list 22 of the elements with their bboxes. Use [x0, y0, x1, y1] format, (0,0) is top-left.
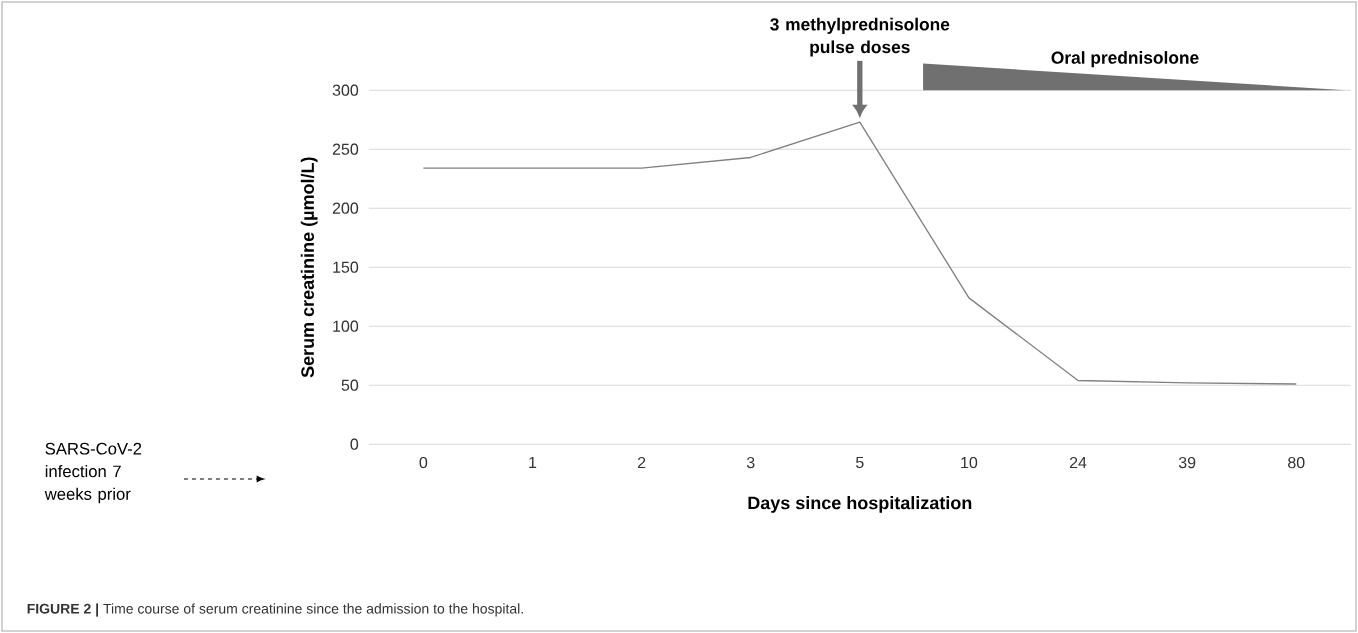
y-tick-label: 100 [333, 320, 359, 332]
x-tick-label: 0 [419, 456, 428, 469]
y-tick-label: 200 [332, 202, 359, 214]
x-tick-label: 24 [1069, 456, 1087, 469]
y-tick-label: 0 [350, 438, 359, 450]
x-axis-title: Days since hospitalization [748, 496, 972, 513]
y-tick-label: 250 [332, 143, 359, 155]
x-tick-label: 39 [1178, 456, 1196, 469]
y-tick-label: 150 [333, 261, 359, 273]
y-tick-label: 300 [332, 84, 359, 96]
x-tick-label: 2 [637, 456, 646, 469]
y-tick-label: 50 [341, 379, 359, 391]
text: FIGURE 2 | Time course of serum creatinine since the admission to the hospital. [27, 603, 523, 617]
x-tick-label: 3 [746, 456, 755, 469]
x-tick-label: 1 [529, 456, 537, 468]
text: Oral prednisolone [1051, 51, 1199, 68]
y-axis-title: Serum creatinine (µmol/L) [300, 157, 318, 378]
text: 3 methylprednisolone pulse doses [770, 17, 950, 57]
x-tick-label: 5 [856, 456, 864, 469]
text: SARS-CoV-2 infection 7 weeks prior [44, 442, 142, 504]
x-tick-label: 80 [1288, 456, 1305, 469]
x-tick-label: 10 [961, 456, 978, 469]
